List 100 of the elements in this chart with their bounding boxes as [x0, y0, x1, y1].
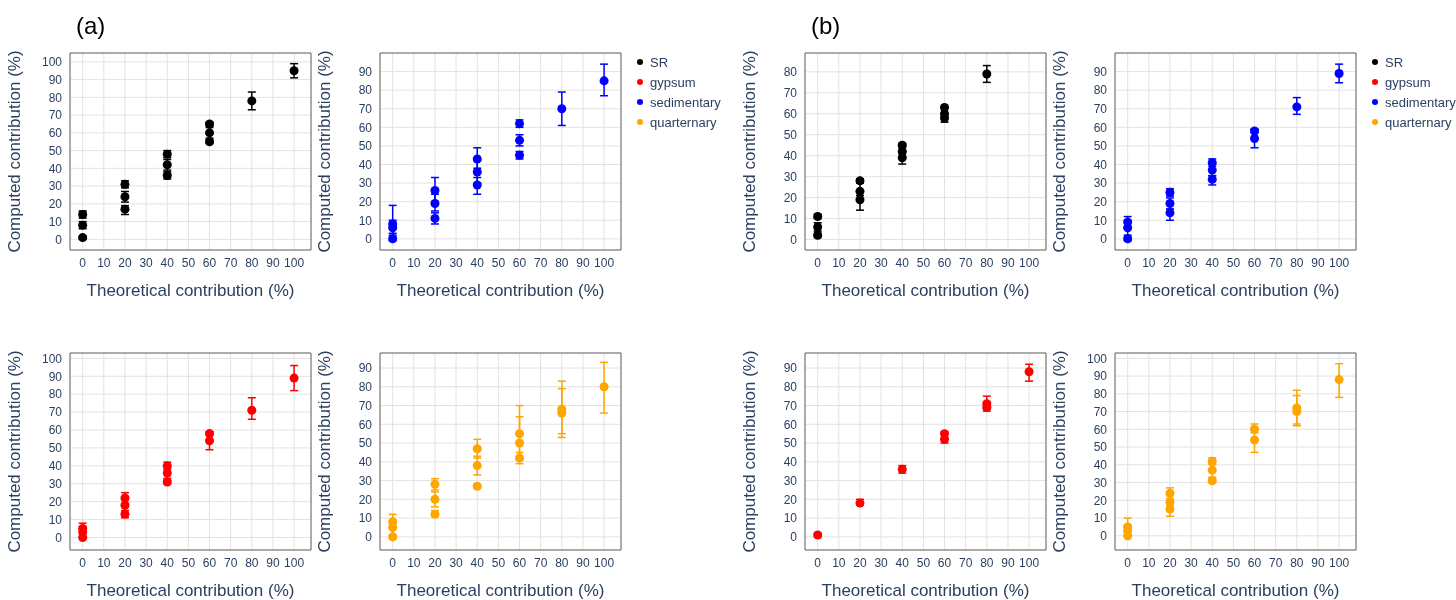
y-tick-label: 0	[1100, 232, 1108, 247]
point	[1250, 435, 1260, 445]
point	[289, 373, 299, 383]
x-tick-label: 20	[853, 255, 867, 270]
x-tick-label: 100	[594, 255, 615, 270]
x-axis-title: Theoretical contribution (%)	[821, 281, 1030, 300]
y-tick-label: 40	[48, 161, 63, 176]
x-tick-label: 80	[1290, 255, 1304, 270]
x-tick-label: 40	[1205, 255, 1220, 270]
x-tick-label: 60	[937, 255, 952, 270]
x-tick-label: 20	[853, 555, 867, 570]
x-tick-label: 50	[181, 555, 196, 570]
point	[599, 76, 609, 86]
y-axis-title: Computed contribution (%)	[1050, 50, 1070, 253]
y-tick-label: 10	[783, 211, 798, 226]
x-tick-label: 40	[160, 555, 175, 570]
y-tick-label: 50	[783, 436, 798, 451]
x-tick-label: 10	[1142, 255, 1156, 270]
x-tick-label: 50	[1226, 255, 1241, 270]
point	[1334, 375, 1344, 385]
y-tick-label: 30	[48, 179, 63, 194]
point	[515, 429, 525, 439]
point	[472, 461, 482, 471]
x-tick-label: 80	[1290, 555, 1304, 570]
x-tick-label: 90	[1311, 555, 1325, 570]
x-tick-label: 50	[916, 555, 931, 570]
x-tick-label: 70	[533, 555, 548, 570]
y-tick-label: 20	[48, 494, 63, 509]
x-tick-label: 30	[1184, 555, 1199, 570]
y-tick-label: 70	[783, 398, 798, 413]
y-tick-label: 0	[365, 530, 373, 545]
y-tick-label: 50	[48, 143, 63, 158]
point	[855, 195, 865, 205]
x-tick-label: 60	[512, 555, 527, 570]
x-tick-label: 60	[937, 555, 952, 570]
x-tick-label: 0	[389, 555, 397, 570]
y-tick-label: 0	[365, 232, 373, 247]
y-axis-title: Computed contribution (%)	[315, 350, 335, 553]
x-axis-title: Theoretical contribution (%)	[1131, 281, 1340, 300]
y-tick-label: 60	[783, 417, 798, 432]
x-tick-label: 10	[832, 255, 846, 270]
x-tick-label: 80	[555, 555, 569, 570]
y-tick-label: 0	[55, 530, 63, 545]
point	[1292, 102, 1302, 112]
x-tick-label: 80	[245, 555, 259, 570]
x-tick-label: 0	[814, 255, 822, 270]
x-tick-label: 0	[79, 255, 87, 270]
y-tick-label: 70	[48, 405, 63, 420]
point	[982, 69, 992, 79]
y-axis-title: Computed contribution (%)	[5, 350, 25, 553]
y-tick-label: 20	[48, 197, 63, 212]
x-tick-label: 30	[449, 255, 464, 270]
point	[599, 382, 609, 392]
x-tick-label: 20	[1163, 255, 1177, 270]
y-tick-label: 20	[358, 194, 373, 209]
y-tick-label: 100	[41, 351, 63, 366]
y-tick-label: 20	[1093, 194, 1108, 209]
y-tick-label: 80	[358, 380, 373, 395]
y-tick-label: 50	[1093, 139, 1108, 154]
point	[247, 96, 257, 106]
x-tick-label: 60	[1247, 555, 1262, 570]
y-tick-label: 90	[48, 72, 63, 87]
y-tick-label: 80	[1093, 387, 1108, 402]
y-tick-label: 60	[783, 107, 798, 122]
legend-label: sedimentary	[1385, 94, 1456, 110]
y-tick-label: 50	[783, 127, 798, 142]
y-tick-label: 60	[48, 126, 63, 141]
x-axis-title: Theoretical contribution (%)	[821, 581, 1030, 600]
x-tick-label: 30	[449, 555, 464, 570]
y-tick-label: 40	[358, 455, 373, 470]
x-tick-label: 90	[1001, 555, 1015, 570]
y-tick-label: 40	[783, 148, 798, 163]
y-tick-label: 30	[1093, 176, 1108, 191]
x-axis-title: Theoretical contribution (%)	[396, 281, 605, 300]
x-tick-label: 90	[1311, 255, 1325, 270]
x-axis-title: Theoretical contribution (%)	[396, 581, 605, 600]
y-tick-label: 0	[55, 232, 63, 247]
y-tick-label: 90	[358, 64, 373, 79]
x-tick-label: 70	[223, 255, 238, 270]
legend-label: quarternary	[650, 114, 717, 130]
y-tick-label: 30	[358, 473, 373, 488]
x-tick-label: 40	[470, 555, 485, 570]
x-tick-label: 40	[470, 255, 485, 270]
x-tick-label: 20	[118, 555, 132, 570]
y-tick-label: 30	[783, 473, 798, 488]
x-tick-label: 10	[832, 555, 846, 570]
x-tick-label: 30	[139, 555, 154, 570]
x-tick-label: 70	[958, 255, 973, 270]
y-tick-label: 30	[783, 169, 798, 184]
y-axis-title: Computed contribution (%)	[5, 50, 25, 253]
x-tick-label: 20	[428, 255, 442, 270]
x-tick-label: 100	[1019, 255, 1040, 270]
y-tick-label: 10	[1093, 511, 1108, 526]
y-tick-label: 10	[1093, 213, 1108, 228]
y-tick-label: 70	[358, 102, 373, 117]
x-axis-title: Theoretical contribution (%)	[1131, 581, 1340, 600]
legend-label: SR	[650, 54, 669, 70]
x-tick-label: 100	[284, 555, 305, 570]
x-tick-label: 10	[407, 255, 421, 270]
y-tick-label: 0	[790, 530, 798, 545]
